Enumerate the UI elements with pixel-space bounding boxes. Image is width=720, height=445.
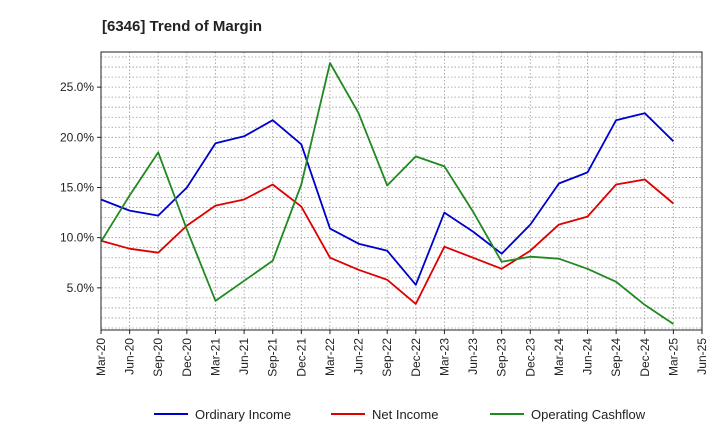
chart-title: [6346] Trend of Margin: [102, 18, 262, 35]
series-line-operating-cashflow: [100, 62, 674, 325]
x-tick-label: Sep-24: [609, 338, 623, 377]
plot-frame: [100, 51, 703, 331]
y-tick-label: 5.0%: [67, 281, 95, 295]
series-lines: [100, 62, 675, 325]
series-line-ordinary-income: [100, 112, 675, 286]
x-tick-label: Jun-24: [581, 338, 595, 375]
x-axis-ticks: Mar-20 Jun-20 Sep-20 Dec-20 Mar-21 Jun-21 Sep-…: [94, 330, 709, 377]
x-tick-label: Jun-20: [123, 338, 137, 375]
legend-label: Ordinary Income: [195, 407, 291, 422]
x-tick-label: Dec-22: [409, 338, 423, 377]
x-tick-label: Jun-25: [695, 338, 709, 375]
x-tick-label: Jun-22: [352, 338, 366, 375]
x-tick-label: Dec-24: [638, 338, 652, 377]
x-tick-label: Sep-23: [495, 338, 509, 377]
x-tick-label: Dec-23: [523, 338, 537, 377]
x-tick-label: Mar-24: [552, 338, 566, 376]
x-tick-label: Sep-21: [266, 338, 280, 377]
x-tick-label: Dec-21: [294, 338, 308, 377]
y-tick-label: 20.0%: [60, 130, 94, 144]
legend-label: Operating Cashflow: [531, 407, 646, 422]
x-tick-label: Jun-21: [237, 338, 251, 375]
legend: Ordinary Income Net Income Operating Cashf…: [154, 407, 646, 422]
x-tick-label: Jun-23: [466, 338, 480, 375]
y-tick-label: 10.0%: [60, 231, 94, 245]
series-line-net-income: [100, 178, 674, 305]
x-tick-label: Mar-23: [437, 338, 451, 376]
y-axis-ticks: 5.0% 10.0% 15.0% 20.0% 25.0%: [60, 80, 101, 295]
grid-lines: [101, 52, 702, 330]
x-tick-label: Sep-20: [151, 338, 165, 377]
legend-label: Net Income: [372, 407, 438, 422]
x-tick-label: Mar-21: [208, 338, 222, 376]
y-tick-label: 15.0%: [60, 180, 94, 194]
x-tick-label: Dec-20: [180, 338, 194, 377]
y-tick-label: 25.0%: [60, 80, 94, 94]
x-tick-label: Mar-22: [323, 338, 337, 376]
x-tick-label: Mar-20: [94, 338, 108, 376]
x-tick-label: Mar-25: [666, 338, 680, 376]
x-tick-label: Sep-22: [380, 338, 394, 377]
